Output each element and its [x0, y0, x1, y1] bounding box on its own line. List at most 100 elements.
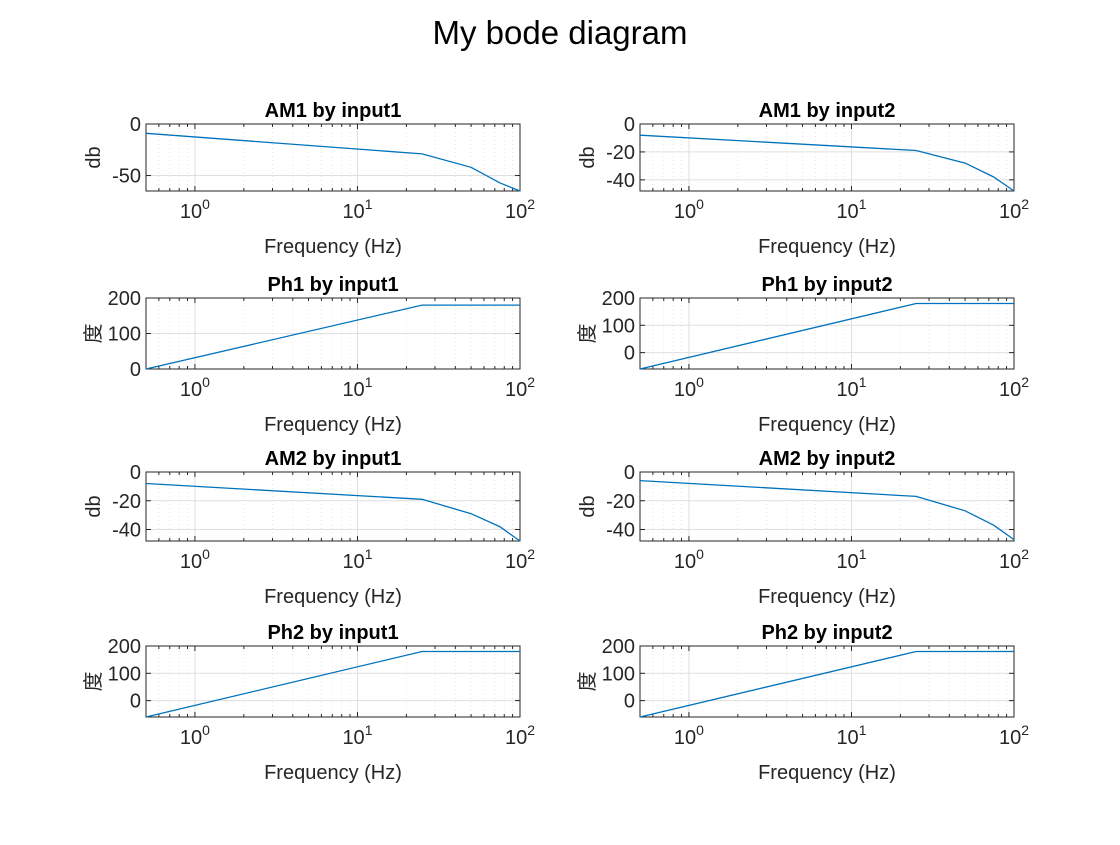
- x-tick-label-base: 10: [342, 379, 364, 401]
- subplot-title: AM2 by input2: [759, 448, 896, 470]
- x-tick-label-base: 10: [836, 551, 858, 573]
- y-tick-label: 100: [108, 663, 141, 685]
- grid-lines: [640, 124, 1014, 191]
- x-axis-label: Frequency (Hz): [264, 414, 402, 436]
- y-tick-label: 200: [602, 288, 635, 310]
- x-tick-label-base: 10: [836, 379, 858, 401]
- x-tick-label-exponent: 2: [1021, 546, 1029, 562]
- x-tick-label: 100: [180, 722, 210, 749]
- y-tick-label: 200: [602, 636, 635, 658]
- x-tick-label: 101: [836, 722, 866, 749]
- y-tick-label: 0: [624, 691, 635, 713]
- y-tick-label: 0: [624, 462, 635, 484]
- x-tick-label-base: 10: [674, 551, 696, 573]
- y-axis-label: db: [577, 495, 599, 517]
- x-tick-label: 101: [836, 374, 866, 401]
- subplot-title: Ph1 by input1: [267, 274, 398, 296]
- x-tick-label: 100: [674, 722, 704, 749]
- x-tick-label-exponent: 0: [696, 722, 704, 738]
- x-tick-label-base: 10: [180, 379, 202, 401]
- x-tick-label: 101: [342, 546, 372, 573]
- x-tick-label-base: 10: [999, 201, 1021, 223]
- x-tick-label-exponent: 0: [696, 374, 704, 390]
- y-tick-label: -50: [112, 166, 141, 188]
- x-axis-label: Frequency (Hz): [758, 414, 896, 436]
- y-axis-label: 度: [576, 672, 599, 692]
- x-tick-label-base: 10: [999, 379, 1021, 401]
- x-tick-label-exponent: 2: [1021, 196, 1029, 212]
- x-tick-label-exponent: 0: [202, 374, 210, 390]
- y-tick-label: 100: [602, 315, 635, 337]
- grid-lines: [146, 298, 520, 369]
- x-tick-label-exponent: 2: [527, 196, 535, 212]
- data-line: [145, 132, 521, 192]
- subplot-title: AM2 by input1: [265, 448, 402, 470]
- axes-box: [639, 471, 1015, 542]
- data-line: [145, 304, 520, 370]
- y-axis-label: db: [83, 495, 105, 517]
- grid-lines: [146, 646, 520, 717]
- x-tick-label: 102: [505, 374, 535, 401]
- axes-box: [145, 123, 521, 192]
- y-tick-label: 0: [130, 691, 141, 713]
- x-tick-label: 102: [999, 196, 1029, 223]
- x-tick-label: 100: [180, 196, 210, 223]
- data-line: [145, 482, 521, 542]
- data-line: [639, 302, 1014, 370]
- x-tick-label-base: 10: [505, 379, 527, 401]
- x-tick-label-exponent: 1: [365, 722, 373, 738]
- x-tick-label: 101: [342, 196, 372, 223]
- x-tick-label-exponent: 2: [527, 374, 535, 390]
- x-tick-label-exponent: 0: [696, 546, 704, 562]
- x-tick-label-base: 10: [505, 551, 527, 573]
- x-tick-label: 100: [674, 196, 704, 223]
- x-tick-label-base: 10: [180, 727, 202, 749]
- x-tick-label: 100: [180, 546, 210, 573]
- x-tick-label-base: 10: [836, 201, 858, 223]
- y-tick-label: 100: [108, 324, 141, 346]
- x-axis-label: Frequency (Hz): [758, 236, 896, 258]
- x-tick-label-base: 10: [674, 379, 696, 401]
- x-tick-label: 101: [836, 196, 866, 223]
- x-tick-label-exponent: 2: [527, 546, 535, 562]
- x-tick-label-exponent: 0: [202, 196, 210, 212]
- x-tick-label-base: 10: [342, 551, 364, 573]
- x-tick-label-exponent: 2: [527, 722, 535, 738]
- y-tick-label: -20: [606, 491, 635, 513]
- x-tick-label-exponent: 1: [365, 374, 373, 390]
- x-tick-label-exponent: 0: [202, 546, 210, 562]
- x-tick-label-base: 10: [505, 727, 527, 749]
- x-tick-label-base: 10: [999, 727, 1021, 749]
- x-tick-label-exponent: 2: [1021, 374, 1029, 390]
- x-tick-label: 100: [180, 374, 210, 401]
- x-tick-label: 102: [999, 722, 1029, 749]
- x-tick-label-exponent: 2: [1021, 722, 1029, 738]
- y-axis-label: db: [83, 146, 105, 168]
- x-tick-label-exponent: 0: [696, 196, 704, 212]
- grid-lines: [146, 472, 520, 541]
- y-tick-label: -40: [112, 520, 141, 542]
- x-tick-label-exponent: 1: [859, 722, 867, 738]
- subplot-title: AM1 by input1: [265, 100, 402, 122]
- subplot-title: Ph1 by input2: [761, 274, 892, 296]
- data-line: [639, 134, 1015, 192]
- axes-box: [145, 471, 521, 542]
- y-tick-label: -20: [606, 142, 635, 164]
- figure-title: My bode diagram: [432, 14, 688, 51]
- x-tick-label-exponent: 1: [365, 546, 373, 562]
- x-tick-label-base: 10: [505, 201, 527, 223]
- x-tick-label-base: 10: [836, 727, 858, 749]
- x-tick-label-base: 10: [180, 201, 202, 223]
- x-tick-label-exponent: 1: [365, 196, 373, 212]
- x-tick-label-base: 10: [999, 551, 1021, 573]
- y-tick-label: 200: [108, 288, 141, 310]
